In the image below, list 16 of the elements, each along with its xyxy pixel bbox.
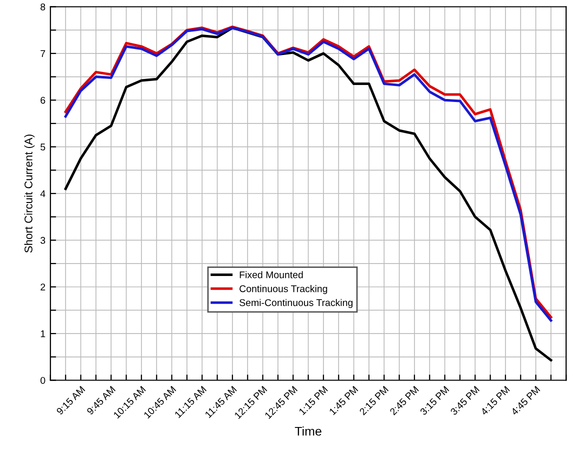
y-tick-label: 8 [40,3,46,10]
legend-label: Fixed Mounted [240,271,303,278]
x-tick-label: 4:15 PM [480,386,510,416]
y-tick-label: 3 [40,236,46,244]
legend-label: Semi-Continuous Tracking [240,298,352,308]
y-tick-label: 4 [40,190,46,198]
y-tick-label: 6 [40,96,46,104]
y-axis-title: Short Circuit Current (A) [24,134,35,253]
legend-label: Continuous Tracking [240,285,328,294]
x-axis-title: Time [294,426,322,436]
x-tick-label: 4:45 PM [510,386,540,416]
y-tick-label: 5 [40,144,46,150]
y-tick-label: 7 [40,50,46,57]
y-tick-label: 2 [40,284,46,290]
y-tick-label: 1 [40,330,46,338]
y-tick-label: 0 [40,376,46,384]
